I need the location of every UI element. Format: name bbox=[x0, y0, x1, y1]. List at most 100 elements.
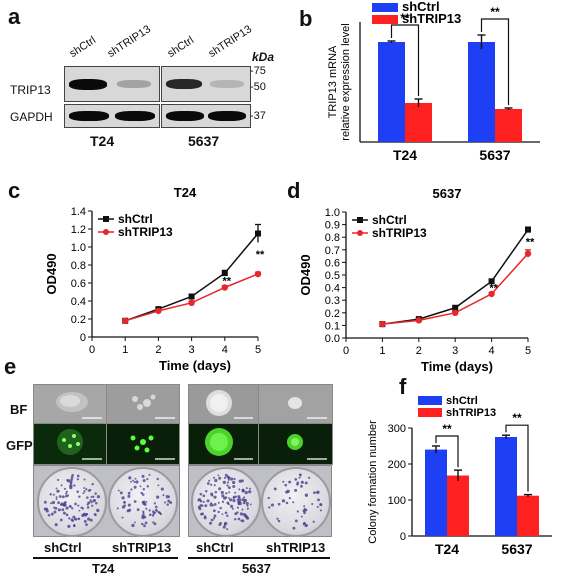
colony-dot bbox=[159, 512, 162, 516]
colony-dot bbox=[91, 504, 94, 507]
colony-lane-label: shCtrl bbox=[44, 540, 82, 555]
colony-dot bbox=[65, 513, 69, 517]
data-point bbox=[488, 278, 495, 285]
colony-dot bbox=[273, 487, 277, 491]
legend-label: shTRIP13 bbox=[118, 225, 173, 239]
colony-dot bbox=[199, 504, 203, 507]
bf-cells-graphic bbox=[206, 390, 253, 419]
colony-dot bbox=[127, 491, 131, 495]
colony-dot bbox=[302, 509, 306, 513]
colony-dot bbox=[246, 507, 249, 510]
colony-dot bbox=[218, 487, 222, 491]
colony-dot bbox=[83, 490, 86, 493]
significance-bracket bbox=[505, 424, 529, 492]
colony-dot bbox=[237, 517, 241, 521]
colony-dot bbox=[248, 490, 252, 494]
colony-dot bbox=[133, 485, 137, 489]
colony-dish-t24-shctrl bbox=[37, 467, 107, 537]
colony-dot bbox=[142, 493, 145, 496]
colony-dot bbox=[245, 487, 248, 490]
colony-dot bbox=[169, 501, 173, 505]
marker-37: -37 bbox=[250, 110, 266, 122]
data-point bbox=[254, 270, 262, 278]
colony-dot bbox=[148, 513, 152, 517]
y-tick-label: 0.0 bbox=[325, 333, 340, 345]
colony-dot bbox=[237, 495, 241, 499]
bar bbox=[468, 42, 495, 142]
colony-dot bbox=[127, 503, 131, 507]
x-tick-label: 4 bbox=[222, 344, 228, 356]
colony-dot bbox=[236, 506, 239, 509]
colony-dot bbox=[227, 478, 230, 481]
colony-dot bbox=[60, 484, 63, 487]
trip13-band bbox=[166, 79, 202, 89]
colony-dot bbox=[151, 514, 155, 517]
blot-gapdh-5637 bbox=[161, 104, 251, 128]
panel-letter-c: c bbox=[8, 178, 21, 203]
significance-mark: ** bbox=[526, 237, 535, 249]
colony-dish-5637-shctrl bbox=[191, 467, 261, 537]
y-axis-label: TRIP13 mRNArelative expression level bbox=[327, 23, 352, 140]
colony-dot bbox=[288, 480, 292, 484]
significance-bracket bbox=[480, 18, 510, 105]
significance-mark: ** bbox=[489, 283, 498, 295]
colony-dot bbox=[85, 513, 89, 516]
colony-dot bbox=[221, 494, 225, 498]
colony-dot bbox=[55, 496, 58, 499]
data-point bbox=[452, 309, 459, 316]
bar bbox=[425, 449, 447, 536]
colony-dot bbox=[199, 492, 203, 496]
colony-dot bbox=[77, 517, 81, 521]
colony-dot bbox=[229, 504, 234, 508]
colony-dot bbox=[239, 512, 244, 516]
colony-dot bbox=[90, 496, 93, 498]
colony-dot bbox=[54, 507, 58, 510]
colony-dot bbox=[62, 511, 66, 515]
colony-dot bbox=[142, 488, 146, 491]
colony-dot bbox=[167, 495, 171, 498]
colony-dot bbox=[228, 491, 231, 494]
colony-dot bbox=[76, 478, 80, 481]
colony-dot bbox=[71, 473, 74, 477]
colony-dot bbox=[142, 510, 145, 513]
colony-dot bbox=[141, 515, 145, 520]
colony-dot bbox=[135, 480, 139, 484]
colony-dot bbox=[156, 495, 160, 499]
colony-dot bbox=[136, 508, 140, 512]
colony-dot bbox=[277, 502, 281, 506]
colony-dot bbox=[210, 518, 214, 522]
data-point bbox=[415, 317, 422, 324]
chart-title: 5637 bbox=[433, 186, 462, 201]
colony-dot bbox=[292, 526, 296, 530]
x-axis-label: Time (days) bbox=[159, 358, 231, 373]
colony-dot bbox=[59, 518, 63, 522]
gfp-cells-graphic bbox=[130, 435, 175, 460]
colony-dot bbox=[68, 505, 71, 508]
colony-dot bbox=[241, 508, 244, 511]
colony-dot bbox=[85, 523, 88, 527]
colony-dot bbox=[282, 480, 285, 483]
x-tick-label: 3 bbox=[452, 345, 458, 357]
y-tick-label: 0.1 bbox=[325, 320, 340, 332]
colony-dot bbox=[210, 502, 213, 505]
colony-dot bbox=[140, 522, 144, 526]
colony-dot bbox=[154, 505, 158, 509]
colony-dot bbox=[148, 509, 151, 512]
y-tick-label: 100 bbox=[388, 495, 406, 507]
colony-dot bbox=[70, 478, 73, 481]
colony-dot bbox=[234, 491, 237, 494]
blot-row-label-trip13: TRIP13 bbox=[10, 83, 51, 97]
legend-marker bbox=[357, 217, 363, 223]
x-tick-label: 2 bbox=[416, 345, 422, 357]
colony-dot bbox=[300, 480, 304, 484]
y-axis-label-line: relative expression level bbox=[340, 23, 352, 140]
colony-dot bbox=[94, 492, 97, 495]
colony-dot bbox=[238, 488, 241, 491]
y-tick-label: 0.3 bbox=[325, 295, 340, 307]
colony-dot bbox=[49, 493, 52, 496]
colony-dot bbox=[95, 502, 98, 505]
colony-dot bbox=[65, 490, 68, 493]
colony-dot bbox=[145, 507, 148, 510]
colony-dot bbox=[268, 506, 271, 509]
